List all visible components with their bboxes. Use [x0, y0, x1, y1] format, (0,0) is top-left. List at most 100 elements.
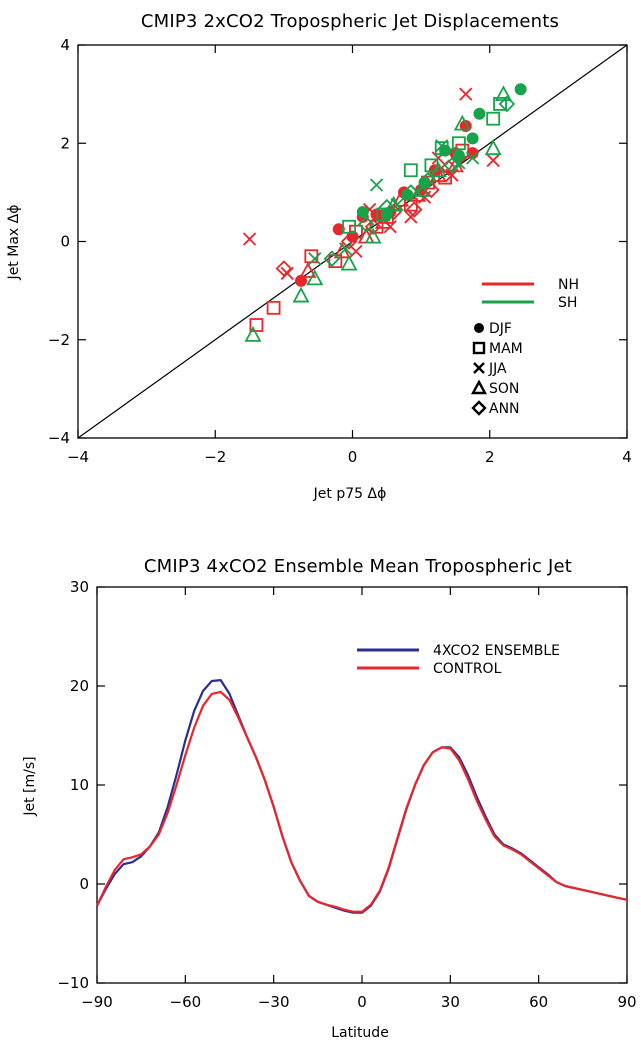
- series-line-4xco2-ensemble: [96, 679, 628, 914]
- point-sh-mam: [403, 163, 418, 178]
- point-sh-son: [244, 325, 262, 342]
- y-tick-label: −4: [48, 429, 70, 447]
- point-sh-son: [412, 181, 430, 197]
- x-tick-label: −60: [170, 993, 202, 1011]
- chart2-xlabel: Latitude: [331, 1025, 389, 1041]
- point-nh-jja: [349, 244, 363, 258]
- point-sh-son: [292, 286, 310, 303]
- point-sh-ann: [443, 157, 461, 174]
- point-sh-son: [484, 139, 502, 156]
- x-tick-label: 30: [441, 993, 460, 1011]
- legend-marker-ann: [471, 400, 487, 416]
- y-tick-label: 10: [70, 776, 89, 794]
- point-nh-ann: [405, 201, 423, 218]
- point-sh-son: [429, 161, 447, 178]
- y-tick-label: −2: [48, 331, 70, 349]
- point-nh-jja: [404, 210, 418, 224]
- chart1-legend: NH SH DJF MAM JJA SON ANN: [470, 277, 579, 417]
- point-nh-son: [429, 166, 447, 183]
- point-sh-djf: [473, 107, 486, 120]
- point-sh-djf: [452, 149, 465, 162]
- legend-label-control: CONTROL: [433, 661, 502, 677]
- legend-marker-jja: [473, 362, 485, 374]
- point-sh-jja: [435, 139, 449, 153]
- point-sh-mam: [493, 97, 507, 111]
- x-tick-label: −90: [81, 993, 113, 1011]
- point-nh-jja: [486, 153, 500, 168]
- point-sh-ann: [419, 171, 437, 189]
- point-nh-mam: [249, 318, 264, 332]
- chart1-xlabel: Jet p75 Δϕ: [313, 486, 387, 502]
- point-nh-son: [299, 262, 317, 278]
- point-nh-ann: [340, 233, 358, 250]
- chart2-legend: 4XCO2 ENSEMBLE CONTROL: [357, 643, 560, 677]
- legend-label-mam: MAM: [489, 341, 523, 357]
- x-tick-label: 4: [622, 448, 632, 466]
- point-sh-son: [364, 227, 382, 244]
- legend-label-son: SON: [489, 381, 519, 397]
- point-sh-mam: [376, 207, 391, 222]
- scatter-chart: CMIP3 2xCO2 Tropospheric Jet Displacemen…: [6, 11, 632, 502]
- y-tick-label: 4: [60, 36, 70, 54]
- point-sh-jja: [452, 156, 466, 170]
- x-tick-label: 0: [348, 448, 358, 466]
- line-chart: CMIP3 4xCO2 Ensemble Mean Tropospheric J…: [22, 556, 637, 1041]
- y-tick-label: 0: [79, 875, 89, 893]
- chart2-lines: [96, 679, 628, 914]
- point-sh-ann: [357, 216, 375, 233]
- point-sh-jja: [369, 178, 384, 192]
- point-nh-jja: [459, 87, 473, 101]
- y-tick-label: 20: [70, 677, 89, 695]
- point-sh-son: [340, 254, 358, 271]
- point-nh-ann: [364, 218, 382, 236]
- series-line-control: [96, 690, 628, 913]
- legend-marker-son: [470, 379, 488, 395]
- point-sh-ann: [402, 184, 420, 201]
- x-tick-label: −2: [204, 448, 226, 466]
- point-sh-mam: [434, 141, 449, 156]
- point-sh-ann: [323, 250, 341, 267]
- x-tick-label: 90: [617, 993, 636, 1011]
- point-nh-son: [333, 242, 351, 259]
- y-tick-label: 2: [60, 134, 70, 152]
- point-sh-ann: [378, 198, 396, 216]
- chart2-title: CMIP3 4xCO2 Ensemble Mean Tropospheric J…: [144, 556, 572, 577]
- point-nh-mam: [266, 300, 281, 315]
- chart1-points: [242, 83, 527, 342]
- point-sh-son: [453, 114, 471, 131]
- legend-label-ann: ANN: [489, 401, 520, 417]
- legend-label-djf: DJF: [489, 321, 512, 337]
- point-sh-jja: [465, 151, 480, 165]
- x-tick-label: −4: [67, 448, 89, 466]
- point-nh-ann: [275, 260, 293, 277]
- legend-marker-djf: [474, 323, 484, 333]
- chart1-ylabel: Jet Max Δϕ: [6, 205, 22, 281]
- chart1-title: CMIP3 2xCO2 Tropospheric Jet Displacemen…: [141, 11, 559, 32]
- point-sh-djf: [356, 206, 369, 219]
- point-nh-jja: [280, 266, 294, 281]
- x-tick-label: 0: [357, 993, 367, 1011]
- point-sh-djf: [514, 83, 527, 96]
- point-sh-jja: [308, 252, 322, 266]
- legend-label-nh: NH: [558, 277, 579, 293]
- point-sh-ann: [498, 95, 516, 113]
- y-tick-label: −10: [57, 974, 89, 992]
- legend-marker-mam: [472, 341, 486, 355]
- legend-label-sh: SH: [558, 295, 577, 311]
- point-nh-djf: [332, 223, 345, 236]
- x-tick-label: −30: [258, 993, 290, 1011]
- point-sh-mam: [486, 111, 501, 126]
- y-tick-label: 0: [60, 233, 70, 251]
- legend-label-jja: JJA: [488, 361, 507, 377]
- point-sh-mam: [451, 136, 466, 151]
- legend-label-4xco2-ensemble: 4XCO2 ENSEMBLE: [433, 643, 560, 659]
- y-tick-label: 30: [70, 578, 89, 596]
- chart2-axes: −90 −60 −30 0 30 60 90 −10 0 10 20 30: [57, 578, 636, 1011]
- x-tick-label: 2: [485, 448, 495, 466]
- point-sh-son: [306, 269, 324, 286]
- point-sh-djf: [466, 132, 479, 145]
- chart2-ylabel: Jet [m/s]: [22, 756, 38, 816]
- x-tick-label: 60: [529, 993, 548, 1011]
